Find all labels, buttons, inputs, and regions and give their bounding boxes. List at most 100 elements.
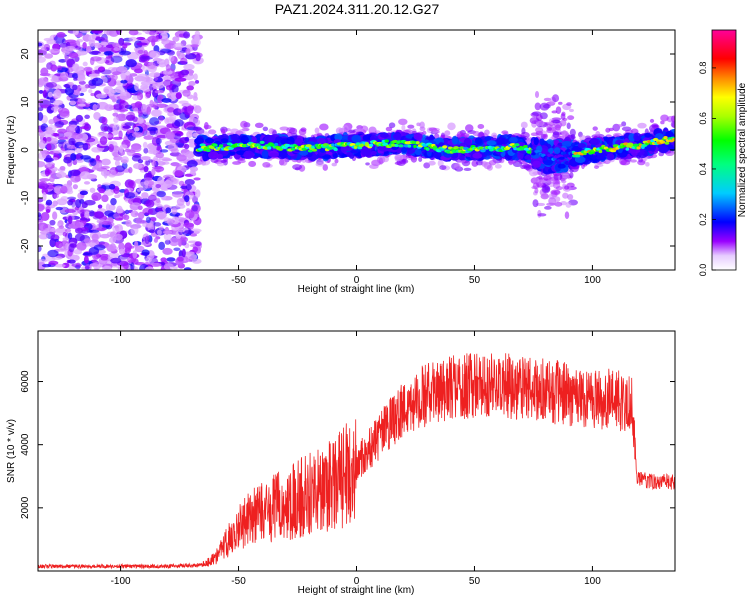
spectrogram-cell (384, 139, 389, 143)
spectrogram-cell (150, 109, 162, 118)
spectrogram-cell (101, 116, 108, 125)
spectrogram-cell (161, 158, 173, 162)
spectrogram-cell (326, 146, 334, 150)
spectrogram-cell (362, 134, 372, 141)
spectrogram-cell (93, 211, 105, 219)
spectrogram-cell (210, 146, 215, 150)
spectrogram-cell (89, 263, 99, 267)
spectrogram-cell (108, 204, 116, 211)
spectrogram-cell (104, 88, 110, 94)
spectrogram-cell (91, 146, 103, 153)
spectrogram-cell (404, 129, 413, 133)
spectrogram-cell (300, 127, 307, 132)
spectrogram-cell (557, 163, 566, 169)
spectrogram-cell (523, 144, 528, 149)
spectrogram-cell (163, 263, 174, 270)
spectrogram-cell (649, 118, 655, 123)
spectrogram-cell (83, 181, 91, 185)
spectrogram-cell (660, 140, 666, 144)
spectrogram-cell (114, 224, 124, 233)
spectrogram-cell (79, 171, 91, 180)
spectrogram-cell (240, 120, 248, 129)
spectrogram-cell (137, 49, 144, 55)
spectrogram-cell (102, 182, 111, 186)
spectrogram-cell (176, 154, 187, 162)
spectrogram-cell (186, 85, 194, 91)
spectrogram-cell (113, 47, 121, 52)
spectrogram-cell (63, 156, 72, 164)
spectrogram-cell (541, 185, 551, 194)
spectrogram-cell (447, 122, 456, 131)
spectrogram-cell (76, 159, 84, 163)
spectrogram-cell (544, 205, 552, 210)
spectrogram-cell (104, 210, 114, 217)
colorbar-tick-label: 0.2 (698, 213, 708, 226)
spectrogram-cell (180, 185, 188, 190)
spectrogram-cell (195, 53, 201, 62)
spectrogram-cell (163, 79, 173, 87)
spectrogram-cell (670, 115, 675, 123)
spectrogram-x-tick-label: -100 (111, 275, 131, 286)
spectrogram-cell (280, 139, 289, 145)
spectrogram-cell (110, 257, 122, 264)
spectrogram-cell (105, 203, 111, 212)
spectrogram-cell (38, 89, 44, 94)
spectrogram-cell (177, 256, 184, 262)
spectrogram-cell (48, 260, 59, 266)
spectrogram-cell (47, 249, 59, 258)
spectrogram-cell (369, 143, 374, 147)
spectrogram-cell (77, 103, 86, 107)
spectrogram-cell (38, 261, 46, 270)
spectrogram-cell (124, 192, 136, 199)
spectrogram-cell (183, 31, 191, 39)
spectrogram-cell (47, 91, 53, 98)
spectrogram-cell (633, 132, 642, 142)
spectrogram-cell (494, 163, 502, 169)
spectrogram-cell (171, 207, 178, 215)
spectrogram-cell (70, 153, 77, 161)
spectrogram-cell (250, 136, 257, 143)
spectrogram-cell (38, 244, 42, 253)
spectrogram-cell (425, 147, 430, 151)
spectrogram-cell (38, 131, 46, 138)
spectrogram-cell (112, 42, 120, 48)
spectrogram-cell (465, 124, 474, 132)
spectrogram-cell (49, 175, 55, 183)
spectrogram-x-tick-label: -50 (231, 275, 246, 286)
spectrogram-cell (63, 131, 73, 137)
spectrogram-cell (113, 212, 121, 219)
spectrogram-cell (118, 242, 125, 251)
spectrogram-cell (158, 30, 170, 35)
spectrogram-cell (147, 194, 157, 202)
spectrogram-cell (121, 156, 129, 164)
spectrogram-cell (84, 266, 90, 270)
spectrogram-cell (91, 192, 102, 201)
spectrogram-cell (413, 144, 417, 148)
spectrogram-cell (45, 81, 58, 88)
spectrogram-cell (106, 74, 115, 79)
spectrogram-cell (158, 241, 166, 251)
spectrogram-cell (514, 143, 520, 147)
spectrogram-cell (74, 233, 85, 242)
spectrogram-cell (398, 144, 404, 148)
spectrogram-cell (539, 138, 545, 146)
spectrogram-cell (171, 191, 184, 198)
spectrogram-cell (114, 194, 121, 199)
spectrogram-cell (84, 84, 90, 89)
spectrogram-cell (262, 161, 271, 168)
spectrogram-cell (69, 169, 81, 177)
snr-x-ticks: -100 -50 0 50 100 (111, 331, 601, 587)
spectrogram-cell (40, 211, 50, 221)
spectrogram-cell (368, 126, 377, 135)
spectrogram-cell (141, 249, 150, 256)
spectrogram-cell (177, 52, 186, 60)
spectrogram-heatmap (38, 30, 675, 270)
spectrogram-cell (125, 219, 132, 227)
spectrogram-cell (625, 147, 630, 151)
spectrogram-cell (156, 190, 166, 198)
spectrogram-cell (153, 72, 160, 77)
spectrogram-cell (290, 147, 296, 151)
spectrogram-cell (220, 159, 227, 163)
spectrogram-x-axis-label: Height of straight line (km) (298, 284, 415, 295)
